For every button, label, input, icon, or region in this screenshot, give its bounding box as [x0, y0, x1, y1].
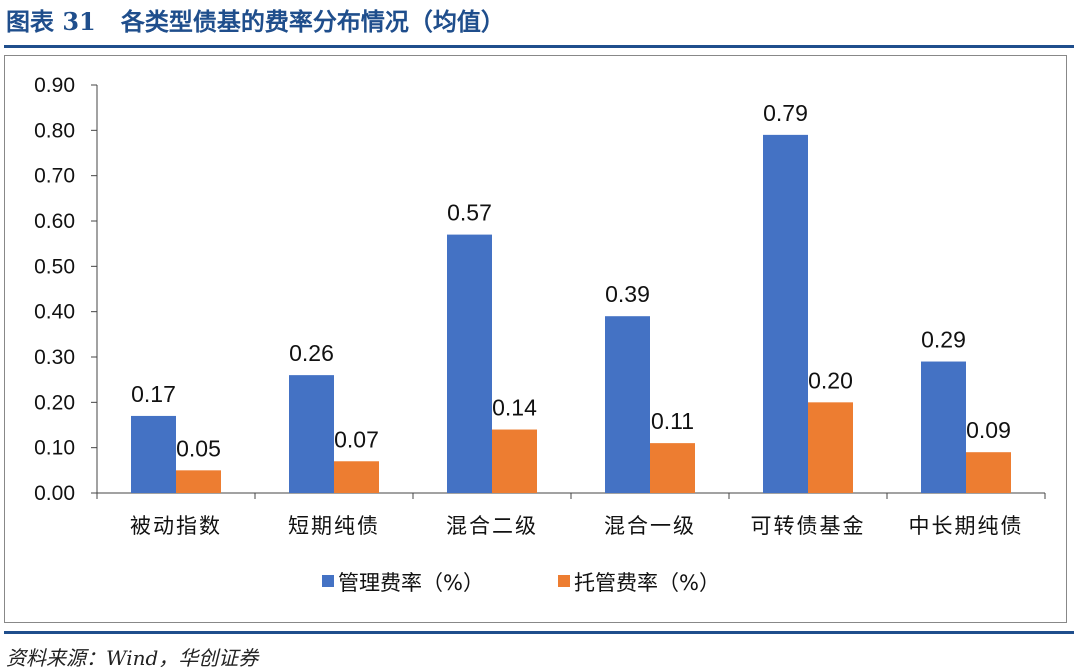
- data-label: 0.17: [131, 381, 176, 407]
- data-label: 0.29: [921, 327, 966, 353]
- bar: [763, 134, 808, 493]
- bar: [176, 470, 221, 493]
- x-tick-label: 中长期纯债: [909, 514, 1024, 538]
- chart-frame: [4, 55, 1067, 623]
- legend-swatch: [322, 575, 334, 587]
- figure-title: 图表 31 各类型债基的费率分布情况（均值）: [6, 7, 505, 36]
- y-tick-label: 0.70: [34, 165, 75, 188]
- y-tick-label: 0.50: [34, 255, 75, 278]
- bar: [334, 461, 379, 493]
- data-label: 0.09: [966, 417, 1011, 443]
- legend-label: 管理费率（%）: [338, 571, 484, 595]
- y-tick-label: 0.30: [34, 346, 75, 369]
- data-label: 0.20: [808, 367, 853, 393]
- bar: [808, 402, 853, 493]
- legend-swatch: [558, 575, 570, 587]
- bar: [289, 375, 334, 493]
- x-tick-label: 可转债基金: [751, 514, 866, 538]
- data-label: 0.79: [763, 100, 808, 126]
- bar: [966, 452, 1011, 493]
- bar: [605, 316, 650, 493]
- data-label: 0.05: [176, 435, 221, 461]
- bar: [492, 429, 537, 493]
- title-divider: [4, 45, 1074, 48]
- data-label: 0.14: [492, 395, 537, 421]
- bar: [921, 361, 966, 493]
- data-label: 0.07: [334, 426, 379, 452]
- y-tick-label: 0.10: [34, 437, 75, 460]
- data-label: 0.57: [447, 200, 492, 226]
- legend-label: 托管费率（%）: [574, 571, 720, 595]
- x-tick-label: 被动指数: [130, 514, 222, 538]
- y-tick-label: 0.60: [34, 210, 75, 233]
- y-tick-label: 0.20: [34, 391, 75, 414]
- y-tick-label: 0.40: [34, 301, 75, 324]
- bar: [447, 234, 492, 493]
- x-tick-label: 混合一级: [604, 514, 696, 538]
- data-label: 0.26: [289, 340, 334, 366]
- y-tick-label: 0.80: [34, 119, 75, 142]
- y-tick-label: 0.90: [34, 74, 75, 97]
- source-note: 资料来源：Wind，华创证券: [6, 646, 259, 670]
- x-tick-label: 混合二级: [446, 514, 538, 538]
- y-tick-label: 0.00: [34, 482, 75, 505]
- data-label: 0.11: [651, 408, 694, 434]
- data-label: 0.39: [605, 281, 650, 307]
- source-divider: [4, 631, 1074, 634]
- bar: [131, 415, 176, 493]
- bar: [650, 443, 695, 493]
- x-tick-label: 短期纯债: [288, 514, 380, 538]
